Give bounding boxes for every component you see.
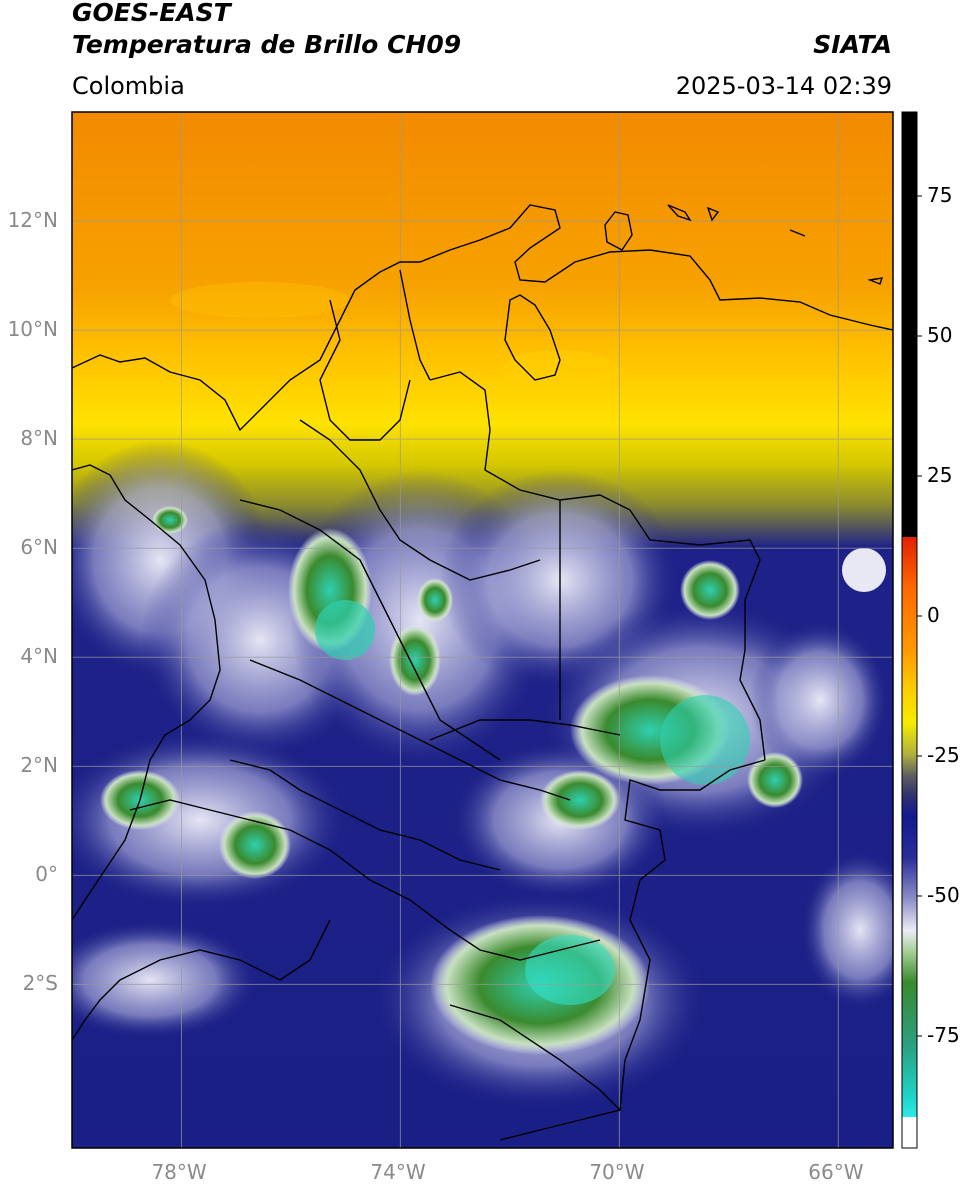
map-frame xyxy=(71,111,894,1149)
colorbar-tick-label: -50 xyxy=(927,883,960,907)
colombia-peru-ecuador-border xyxy=(129,799,601,961)
dept-4 xyxy=(229,759,501,871)
colombia-venezuela-border xyxy=(429,371,766,761)
colorbar-tick-marks xyxy=(917,195,922,1037)
dept-7 xyxy=(319,299,411,441)
dept-2 xyxy=(299,419,541,581)
dept-3 xyxy=(249,659,571,801)
colorbar xyxy=(902,112,917,1148)
lat-tick-label: 2°S xyxy=(22,971,58,996)
colorbar-tick-label: -75 xyxy=(927,1023,960,1047)
lon-tick-label: 66°W xyxy=(808,1160,864,1184)
lon-tick-label: 70°W xyxy=(589,1160,645,1184)
colorbar-tick-label: 75 xyxy=(927,183,953,207)
maracaibo-lake xyxy=(504,294,561,381)
lon-tick-label: 78°W xyxy=(151,1160,207,1184)
lat-tick-label: 0° xyxy=(35,862,58,887)
colorbar-tick-label: 50 xyxy=(927,323,953,347)
caribbean-coast xyxy=(72,204,893,432)
pacific-coast xyxy=(72,464,221,921)
satellite-title: GOES-EAST xyxy=(72,0,231,27)
colorbar-frame xyxy=(901,111,918,1149)
org-label: SIATA xyxy=(813,30,892,59)
ecuador-coast xyxy=(72,919,331,1041)
map-gridlines xyxy=(72,112,893,1148)
product-title: Temperatura de Brillo CH09 xyxy=(72,30,462,59)
region-label: Colombia xyxy=(72,72,185,100)
imagery-layer xyxy=(72,112,893,1148)
lat-tick-label: 8°N xyxy=(20,426,58,451)
lat-tick-label: 10°N xyxy=(7,317,58,342)
lat-tick-label: 4°N xyxy=(20,644,58,669)
lat-tick-label: 12°N xyxy=(7,208,58,233)
colorbar-tick-label: 0 xyxy=(927,603,940,627)
colombia-brazil-border xyxy=(619,759,766,1111)
lon-tick-label: 74°W xyxy=(370,1160,426,1184)
lat-tick-label: 2°N xyxy=(20,753,58,778)
dept-8 xyxy=(399,269,431,381)
lat-tick-label: 6°N xyxy=(20,535,58,560)
peru-south-border xyxy=(449,1004,622,1141)
colorbar-tick-label: -25 xyxy=(927,743,960,767)
caribbean-islands xyxy=(604,204,884,285)
datetime-label: 2025-03-14 02:39 xyxy=(675,72,892,100)
colorbar-tick-label: 25 xyxy=(927,463,953,487)
dept-6 xyxy=(429,719,621,741)
coastline-borders xyxy=(72,204,893,1141)
